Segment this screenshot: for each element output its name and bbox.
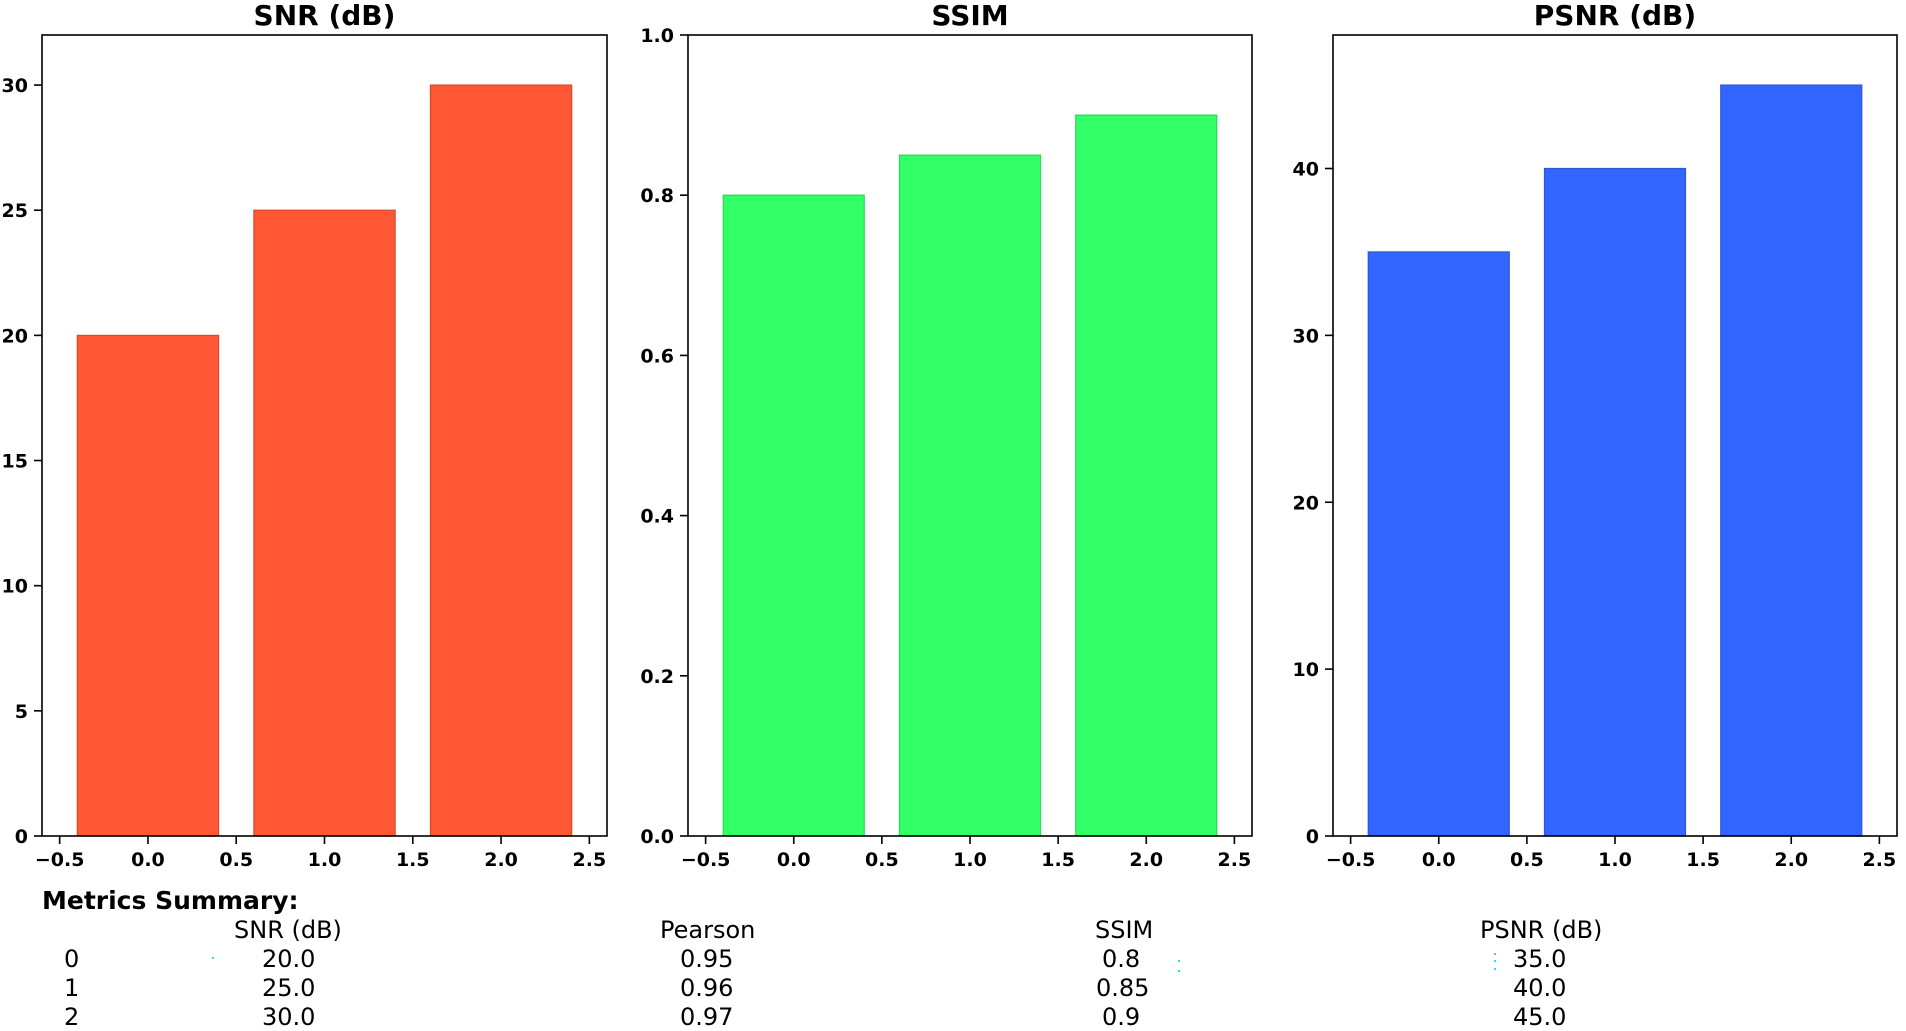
x-tick-label: 1.5	[396, 849, 430, 871]
y-tick-label: 10	[1293, 659, 1319, 681]
summary-cell: 0.97	[680, 1003, 734, 1031]
y-tick-label: 20	[2, 325, 28, 347]
y-tick-label: 0	[1306, 826, 1319, 848]
artifact-dot	[1178, 960, 1180, 962]
y-tick-label: 0.8	[640, 185, 674, 207]
y-tick-label: 15	[2, 451, 28, 473]
x-tick-label: 2.0	[1129, 849, 1163, 871]
y-tick-label: 5	[15, 701, 28, 723]
bar	[253, 209, 396, 837]
x-tick-label: 2.0	[484, 849, 518, 871]
x-tick-label: 2.0	[1774, 849, 1808, 871]
bar	[1367, 251, 1510, 837]
summary-header-ssim: SSIM	[1095, 916, 1154, 944]
summary-header-snr: SNR (dB)	[234, 916, 342, 944]
chart-panel: PSNR (dB) −0.5 0.0 0.5 1.0 1.5 2.0 2.5 0 10 20 30 40	[1293, 0, 1898, 871]
y-tick-label: 0.4	[640, 506, 674, 528]
y-tick-label: 0.0	[640, 826, 674, 848]
summary-cell: 0.96	[680, 974, 734, 1002]
chart-title: SNR (dB)	[254, 0, 396, 32]
bar	[1720, 84, 1863, 837]
x-tick-label: 1.0	[1598, 849, 1632, 871]
artifact-dot	[212, 957, 214, 959]
artifact-dot	[1178, 970, 1180, 972]
artifact-dot	[1494, 968, 1496, 970]
artifact-dot	[1494, 960, 1496, 962]
x-tick-label: 1.5	[1686, 849, 1720, 871]
x-tick-label: 2.5	[573, 849, 607, 871]
summary-cell: 45.0	[1513, 1003, 1567, 1031]
x-tick-label: −0.5	[681, 849, 731, 871]
y-tick-label: 25	[2, 200, 28, 222]
y-tick-label: 10	[2, 576, 28, 598]
x-tick-label: 0.0	[777, 849, 811, 871]
figure: SNR (dB) −0.5 0.0 0.5 1.0 1.5 2.0 2.5 0 5 10 15 20 25…	[2, 0, 1898, 871]
y-tick-label: 0	[15, 826, 28, 848]
bar	[722, 194, 865, 837]
chart-title: SSIM	[931, 0, 1008, 32]
x-tick-label: 0.5	[1510, 849, 1544, 871]
bar	[898, 154, 1042, 837]
chart-title: PSNR (dB)	[1534, 0, 1696, 32]
y-tick-label: 20	[1293, 492, 1319, 514]
summary-cell: 20.0	[262, 945, 316, 973]
x-tick-label: 0.0	[1422, 849, 1456, 871]
bar	[429, 84, 573, 837]
x-tick-label: −0.5	[1326, 849, 1376, 871]
bar	[1075, 114, 1218, 837]
summary-cell: 0.9	[1102, 1003, 1141, 1031]
chart-panel: SNR (dB) −0.5 0.0 0.5 1.0 1.5 2.0 2.5 0 5 10 15 20 25…	[2, 0, 608, 871]
summary-title: Metrics Summary:	[42, 886, 299, 915]
artifact-dot	[1494, 953, 1496, 955]
summary-header-psnr: PSNR (dB)	[1480, 916, 1603, 944]
bar	[76, 334, 220, 837]
y-tick-label: 1.0	[640, 25, 674, 47]
x-tick-label: 0.0	[131, 849, 165, 871]
summary-cell: 35.0	[1513, 945, 1567, 973]
x-tick-label: 1.5	[1041, 849, 1075, 871]
x-tick-label: −0.5	[35, 849, 85, 871]
y-tick-label: 0.6	[640, 345, 674, 367]
x-tick-label: 1.0	[953, 849, 987, 871]
x-tick-label: 1.0	[308, 849, 342, 871]
summary-cell: 0.8	[1102, 945, 1141, 973]
summary-row-index: 2	[64, 1003, 80, 1031]
x-tick-label: 2.5	[1863, 849, 1897, 871]
summary-cell: 30.0	[262, 1003, 316, 1031]
summary-header-pearson: Pearson	[660, 916, 756, 944]
chart-panel: SSIM −0.5 0.0 0.5 1.0 1.5 2.0 2.5 0.0 0.2 0.4 0.6 0.…	[640, 0, 1253, 871]
summary-row-index: 1	[64, 974, 80, 1002]
bar	[1543, 167, 1687, 837]
summary-row-index: 0	[64, 945, 80, 973]
x-tick-label: 0.5	[865, 849, 899, 871]
y-tick-label: 40	[1293, 159, 1319, 181]
y-tick-label: 30	[2, 75, 28, 97]
summary-cell: 40.0	[1513, 974, 1567, 1002]
summary-cell: 0.85	[1096, 974, 1150, 1002]
x-tick-label: 2.5	[1218, 849, 1252, 871]
summary-cell: 0.95	[680, 945, 734, 973]
y-tick-label: 30	[1293, 325, 1319, 347]
metrics-summary: Metrics Summary: SNR (dB) Pearson SSIM P…	[0, 880, 1906, 1031]
x-tick-label: 0.5	[219, 849, 253, 871]
summary-cell: 25.0	[262, 974, 316, 1002]
y-tick-label: 0.2	[640, 666, 674, 688]
